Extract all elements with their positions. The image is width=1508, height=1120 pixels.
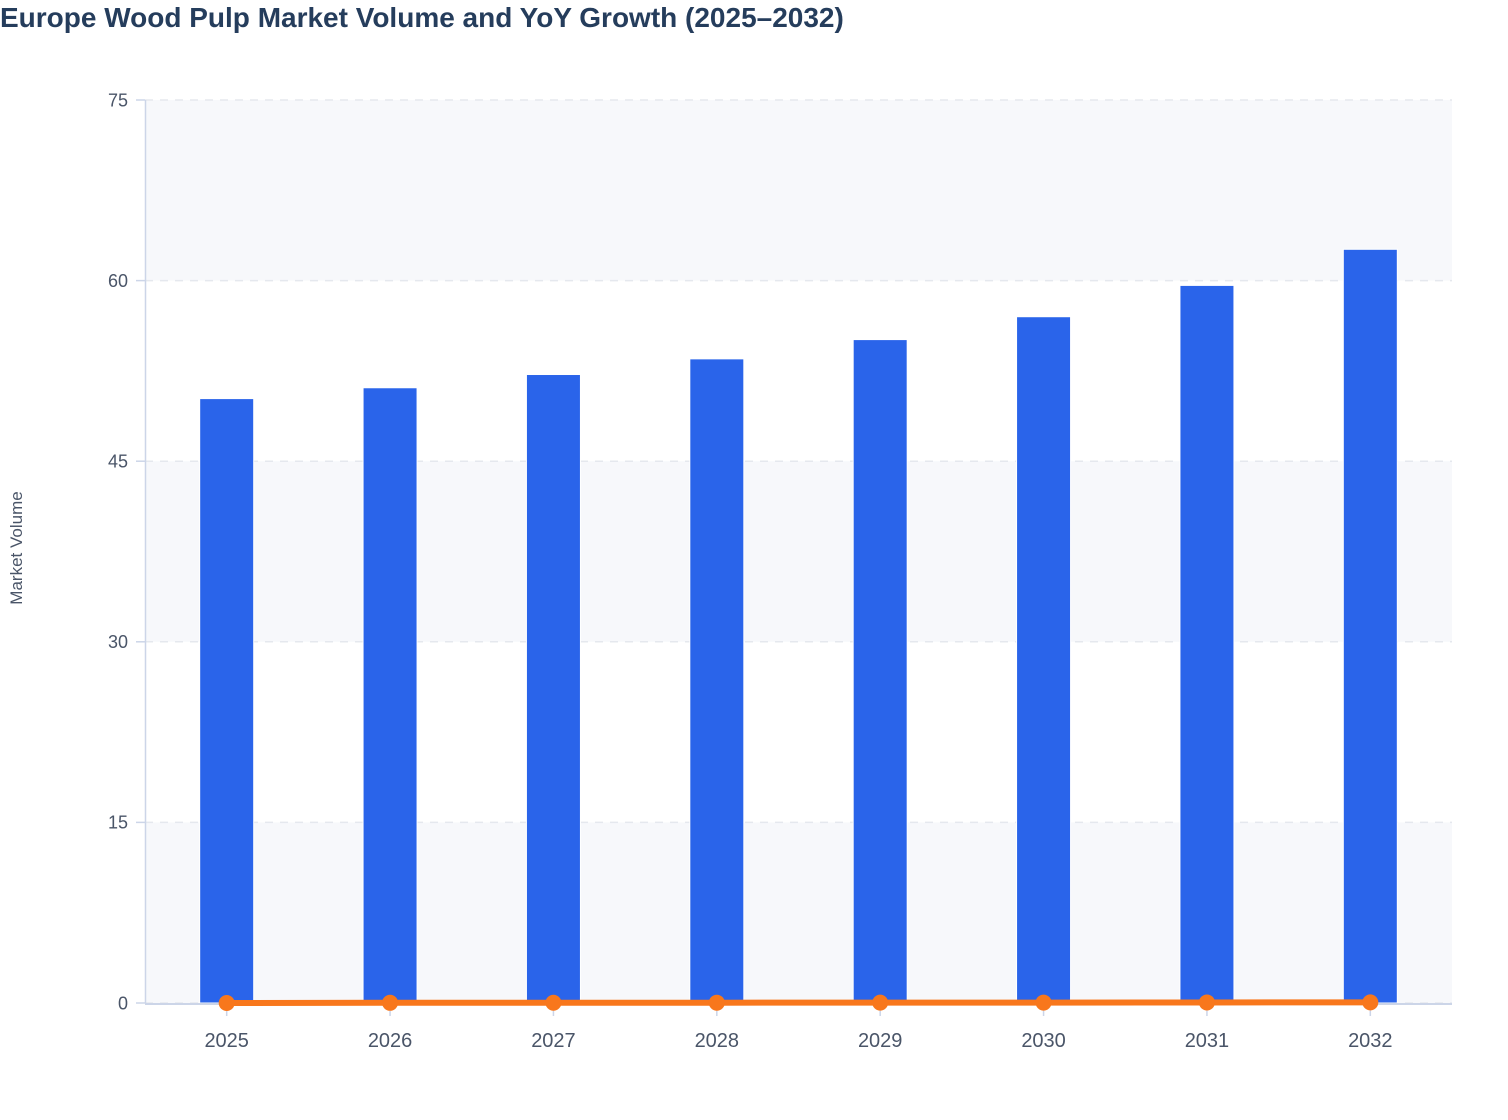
x-tick-label-2027: 2027 [531, 1030, 576, 1052]
bar-2027[interactable] [525, 374, 581, 1004]
yoy-marker-2031[interactable] [1198, 994, 1215, 1011]
bar-2031[interactable] [1179, 284, 1235, 1004]
x-tick-label-2026: 2026 [368, 1030, 413, 1052]
bar-2025[interactable] [199, 398, 255, 1004]
y-tick-label: 0 [118, 993, 128, 1013]
y-tick-label: 75 [108, 90, 128, 110]
yoy-growth-line[interactable] [223, 999, 1374, 1006]
yoy-marker-2027[interactable] [545, 994, 562, 1011]
bar-2026[interactable] [362, 387, 418, 1004]
yoy-marker-2028[interactable] [708, 994, 725, 1011]
yoy-marker-2030[interactable] [1035, 994, 1052, 1011]
plot-band [145, 822, 1452, 1003]
x-tick-label-2025: 2025 [204, 1030, 249, 1052]
yoy-marker-2029[interactable] [872, 994, 889, 1011]
yoy-marker-2032[interactable] [1362, 994, 1379, 1011]
plot-band [145, 100, 1452, 281]
x-tick-label-2028: 2028 [695, 1030, 740, 1052]
plot-band [145, 461, 1452, 642]
x-tick-label-2032: 2032 [1348, 1030, 1393, 1052]
x-tick-label-2031: 2031 [1185, 1030, 1230, 1052]
y-tick-label: 15 [108, 813, 128, 833]
x-tick-label-2030: 2030 [1021, 1030, 1066, 1052]
bar-2032[interactable] [1342, 248, 1398, 1004]
yoy-marker-2026[interactable] [382, 994, 399, 1011]
chart-title: Europe Wood Pulp Market Volume and YoY G… [0, 2, 844, 33]
bar-2030[interactable] [1016, 316, 1072, 1004]
bar-2028[interactable] [689, 358, 745, 1004]
y-tick-label: 30 [108, 632, 128, 652]
y-tick-label: 60 [108, 271, 128, 291]
yoy-marker-2025[interactable] [218, 995, 235, 1011]
x-tick-label-2029: 2029 [858, 1030, 903, 1052]
y-tick-label: 45 [108, 452, 128, 472]
bar-2029[interactable] [852, 339, 908, 1004]
